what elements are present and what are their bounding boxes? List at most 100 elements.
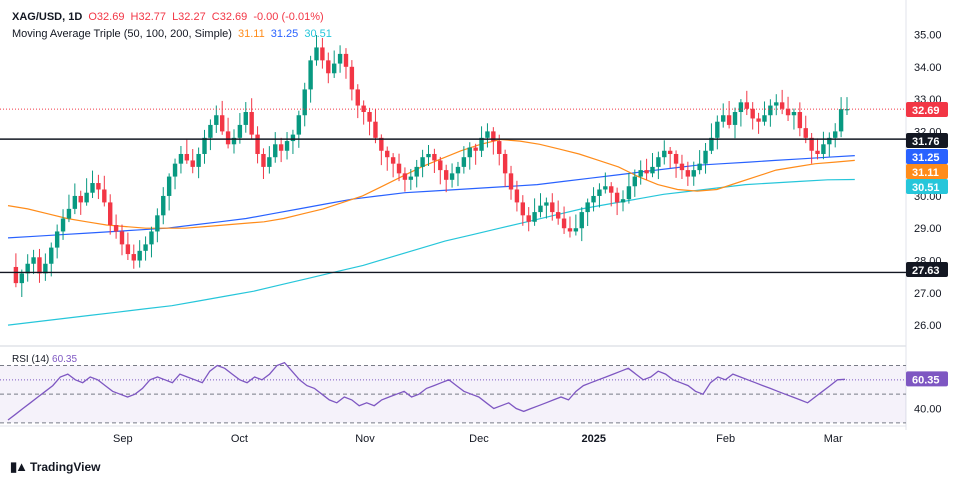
candle-up — [827, 137, 832, 145]
candle-down — [550, 202, 555, 213]
candle-up — [538, 205, 543, 213]
price-tick-label: 29.00 — [914, 223, 942, 235]
candle-down — [443, 170, 449, 180]
time-tick-label: Feb — [716, 433, 735, 445]
candle-down — [119, 231, 125, 245]
candle-down — [113, 225, 119, 232]
candle-down — [756, 118, 761, 122]
price-label-box — [906, 133, 948, 148]
candle-up — [290, 134, 296, 142]
ohlc-high: H32.77 — [130, 11, 166, 23]
price-label-box — [906, 164, 948, 179]
candle-up — [626, 186, 632, 200]
candle-down — [609, 186, 614, 193]
ma-title: Moving Average Triple (50, 100, 200, Sim… — [12, 28, 232, 40]
candle-down — [785, 108, 791, 116]
ohlc-close: C32.69 — [211, 11, 248, 23]
candle-down — [750, 108, 755, 119]
candle-up — [60, 218, 66, 232]
candle-down — [320, 47, 325, 61]
candle-down — [367, 112, 372, 122]
candle-down — [326, 60, 331, 74]
candle-up — [72, 195, 78, 209]
candle-down — [555, 212, 561, 219]
candle-up — [762, 115, 767, 122]
candle-down — [679, 163, 685, 171]
price-label-text: 30.51 — [912, 182, 940, 194]
tradingview-logo[interactable]: ▮▲ TradingView — [10, 459, 101, 475]
candle-down — [520, 202, 526, 216]
candle-down — [644, 170, 649, 174]
candle-up — [231, 137, 237, 145]
candle-up — [302, 89, 307, 116]
candle-up — [178, 153, 184, 164]
candle-up — [662, 150, 667, 158]
candle-up — [544, 202, 549, 206]
candle-up — [709, 137, 714, 151]
candle-up — [597, 189, 602, 196]
candle-up — [196, 153, 201, 167]
ma100-value: 31.25 — [270, 28, 299, 40]
candle-up — [844, 109, 850, 111]
candle-up — [161, 195, 166, 216]
candle-up — [703, 150, 708, 164]
price-tick-label: 26.00 — [914, 320, 942, 332]
candle-down — [261, 153, 266, 167]
price-tick-label: 27.00 — [914, 288, 942, 300]
rsi-label-box — [906, 371, 948, 387]
candle-up — [296, 115, 302, 135]
candle-down — [567, 228, 573, 232]
candle-up — [573, 228, 579, 232]
candle-up — [838, 109, 844, 132]
price-label-box — [906, 262, 948, 277]
brand-name: TradingView — [30, 460, 101, 474]
candle-up — [426, 153, 431, 158]
candle-down — [561, 218, 567, 229]
candle-down — [278, 144, 284, 151]
candle-up — [591, 195, 596, 203]
price-label-box — [906, 179, 948, 194]
price-label-text: 31.76 — [912, 136, 940, 148]
candle-down — [514, 189, 520, 203]
candle-up — [715, 121, 720, 138]
candle-up — [408, 176, 414, 180]
candle-up — [208, 124, 213, 138]
candle-down — [255, 134, 260, 154]
time-tick-label: Mar — [824, 433, 843, 445]
candle-up — [273, 144, 278, 158]
candle-up — [821, 144, 826, 154]
candle-down — [190, 160, 195, 167]
candle-up — [620, 199, 626, 203]
candle-down — [726, 115, 732, 125]
ma50-value: 31.11 — [237, 28, 265, 40]
candle-down — [37, 257, 42, 274]
candle-up — [638, 170, 643, 177]
candle-up — [155, 215, 160, 232]
ma200-line — [7, 178, 855, 326]
candle-down — [131, 254, 136, 261]
candle-down — [249, 112, 254, 135]
candle-up — [738, 102, 744, 113]
candle-up — [149, 231, 154, 245]
symbol-label: XAG/USD, 1D — [12, 11, 83, 23]
candle-up — [314, 47, 319, 61]
candle-up — [143, 244, 148, 251]
rsi-header: RSI (14) 60.35 — [12, 354, 77, 365]
candle-down — [96, 183, 101, 190]
candle-down — [13, 266, 19, 284]
candle-up — [25, 263, 30, 274]
price-label-box — [906, 102, 948, 117]
rsi-label-text: 60.35 — [912, 374, 940, 386]
candle-down — [125, 244, 131, 255]
candle-up — [19, 273, 24, 284]
candle-up — [243, 112, 248, 125]
candle-up — [603, 186, 608, 190]
price-tick-label: 34.00 — [914, 62, 942, 74]
candle-down — [779, 102, 785, 109]
ma50-line — [7, 138, 855, 229]
candle-up — [202, 137, 207, 154]
candle-up — [43, 263, 48, 274]
candle-down — [390, 157, 396, 164]
price-label-text: 27.63 — [912, 265, 940, 277]
